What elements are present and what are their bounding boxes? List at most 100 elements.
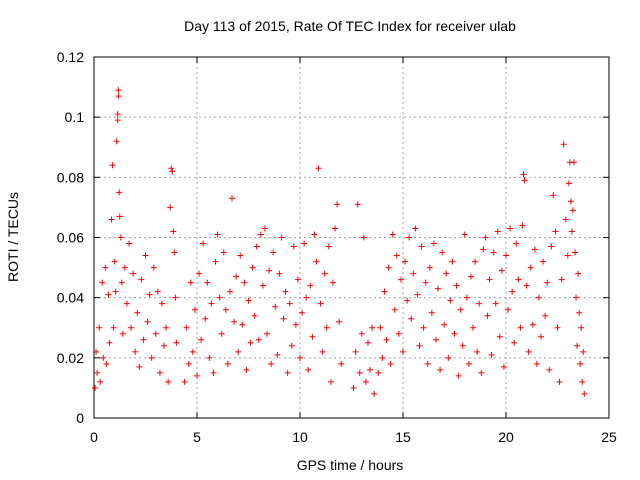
data-point bbox=[472, 258, 479, 265]
data-point bbox=[222, 306, 229, 313]
data-point bbox=[478, 369, 485, 376]
data-point bbox=[259, 282, 266, 289]
data-point bbox=[189, 348, 196, 355]
data-point bbox=[570, 159, 577, 166]
data-point bbox=[253, 243, 260, 250]
data-point bbox=[206, 354, 213, 361]
data-point bbox=[568, 228, 575, 235]
data-point bbox=[498, 267, 505, 274]
data-point bbox=[379, 354, 386, 361]
data-point bbox=[167, 204, 174, 211]
data-point bbox=[554, 324, 561, 331]
data-point bbox=[270, 249, 277, 256]
data-point bbox=[301, 240, 308, 247]
data-point bbox=[358, 330, 365, 337]
data-point bbox=[292, 321, 299, 328]
data-point bbox=[494, 228, 501, 235]
data-point bbox=[482, 234, 489, 241]
data-point bbox=[200, 240, 207, 247]
data-point bbox=[445, 354, 452, 361]
data-point bbox=[565, 180, 572, 187]
data-point bbox=[430, 240, 437, 247]
data-point bbox=[531, 246, 538, 253]
data-point bbox=[299, 309, 306, 316]
x-tick-label: 15 bbox=[395, 429, 411, 445]
data-point bbox=[572, 249, 579, 256]
data-point bbox=[224, 360, 231, 367]
data-point bbox=[136, 363, 143, 370]
data-point bbox=[332, 225, 339, 232]
data-point bbox=[449, 258, 456, 265]
data-point bbox=[484, 312, 491, 319]
data-point bbox=[282, 288, 289, 295]
data-point bbox=[315, 165, 322, 172]
data-point bbox=[210, 369, 217, 376]
data-point bbox=[303, 294, 310, 301]
data-point bbox=[109, 162, 116, 169]
x-axis-ticks: 0 5 10 15 20 25 bbox=[90, 57, 617, 445]
data-point bbox=[123, 300, 130, 307]
data-point bbox=[185, 360, 192, 367]
data-point bbox=[544, 279, 551, 286]
data-point bbox=[564, 252, 571, 259]
data-point bbox=[459, 342, 466, 349]
data-point bbox=[116, 213, 123, 220]
data-point bbox=[148, 354, 155, 361]
data-point bbox=[257, 231, 264, 238]
data-point bbox=[492, 300, 499, 307]
data-point bbox=[556, 378, 563, 385]
data-point bbox=[297, 354, 303, 361]
data-point bbox=[578, 324, 585, 331]
data-point bbox=[503, 252, 509, 259]
data-point bbox=[575, 270, 582, 277]
data-point bbox=[183, 324, 190, 331]
data-point bbox=[540, 258, 547, 265]
data-point bbox=[567, 198, 574, 205]
data-point bbox=[507, 225, 514, 232]
data-point bbox=[288, 342, 295, 349]
data-point bbox=[158, 300, 165, 307]
data-point bbox=[115, 93, 122, 100]
data-point bbox=[350, 384, 357, 391]
data-point bbox=[486, 276, 493, 283]
data-point bbox=[168, 165, 175, 172]
data-point bbox=[119, 330, 126, 337]
data-point bbox=[172, 294, 179, 301]
data-point bbox=[579, 378, 586, 385]
data-point bbox=[329, 279, 336, 286]
data-point bbox=[391, 306, 398, 313]
data-point bbox=[117, 234, 124, 241]
data-point bbox=[362, 378, 369, 385]
data-point bbox=[542, 312, 549, 319]
data-point bbox=[313, 258, 320, 265]
data-point bbox=[212, 258, 219, 265]
data-points bbox=[92, 87, 588, 397]
data-point bbox=[126, 240, 133, 247]
data-point bbox=[99, 279, 106, 286]
data-point bbox=[517, 324, 524, 331]
data-point bbox=[441, 321, 448, 328]
data-point bbox=[220, 249, 227, 256]
grid bbox=[94, 57, 609, 418]
data-point bbox=[261, 225, 268, 232]
data-point bbox=[490, 249, 497, 256]
data-point bbox=[325, 243, 332, 250]
data-point bbox=[402, 258, 409, 265]
y-axis-ticks: 0 0.02 0.04 0.06 0.08 0.1 0.12 bbox=[57, 49, 609, 426]
data-point bbox=[560, 141, 567, 148]
data-point bbox=[247, 339, 254, 346]
data-point bbox=[400, 348, 406, 355]
data-point bbox=[231, 318, 238, 325]
y-axis-label: ROTI / TECUs bbox=[5, 192, 21, 282]
data-point bbox=[367, 366, 374, 373]
data-point bbox=[114, 111, 121, 118]
data-point bbox=[241, 279, 248, 286]
data-point bbox=[371, 390, 378, 397]
data-point bbox=[364, 339, 371, 346]
data-point bbox=[356, 369, 363, 376]
data-point bbox=[395, 330, 402, 337]
data-point bbox=[435, 285, 442, 292]
data-point bbox=[515, 276, 522, 283]
data-point bbox=[110, 324, 117, 331]
data-point bbox=[550, 192, 557, 199]
